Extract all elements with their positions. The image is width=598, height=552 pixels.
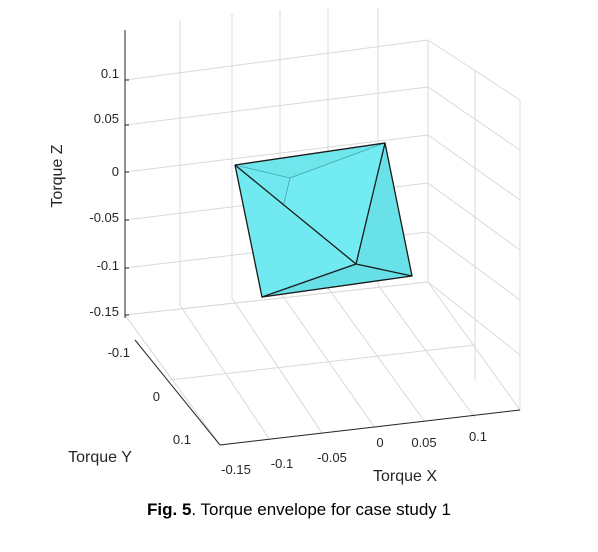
figure-caption: Fig. 5. Torque envelope for case study 1 — [0, 500, 598, 520]
x-tick-label: 0.05 — [411, 435, 436, 450]
z-tick-label: -0.1 — [97, 258, 119, 273]
x-tick-label: -0.1 — [271, 456, 293, 471]
envelope-edges — [234, 142, 413, 298]
torque-envelope-polyhedron — [234, 142, 413, 298]
x-tick-label: -0.15 — [221, 462, 251, 477]
torque-envelope-plot: 0.10.050-0.05-0.1-0.15 -0.100.1 -0.15 -0.… — [49, 8, 521, 485]
x-tick-label: 0.1 — [469, 429, 487, 444]
z-tick-marks — [125, 79, 129, 316]
z-tick-label: 0 — [112, 164, 119, 179]
y-tick-label: 0.1 — [173, 432, 191, 447]
x-tick-labels: -0.15 -0.1 -0.05 0 0.05 0.1 — [221, 429, 487, 477]
z-tick-label: -0.05 — [89, 210, 119, 225]
figure-caption-label: Fig. 5 — [147, 500, 192, 519]
y-tick-label: 0 — [153, 389, 160, 404]
axis-lines — [124, 30, 521, 446]
x-tick-label: 0 — [376, 435, 383, 450]
z-tick-label: 0.1 — [101, 66, 119, 81]
z-tick-label: -0.15 — [89, 304, 119, 319]
z-tick-label: 0.05 — [94, 111, 119, 126]
x-axis-label: Torque X — [373, 468, 437, 485]
z-tick-labels: 0.1 0.05 0 -0.05 -0.1 -0.15 — [89, 66, 119, 319]
z-axis-label: Torque Z — [49, 144, 66, 207]
x-tick-label: -0.05 — [317, 450, 347, 465]
figure-caption-text: . Torque envelope for case study 1 — [191, 500, 451, 519]
y-axis-label: Torque Y — [68, 449, 132, 466]
y-tick-label: -0.1 — [108, 345, 130, 360]
y-tick-labels: -0.1 0 0.1 — [108, 345, 191, 447]
